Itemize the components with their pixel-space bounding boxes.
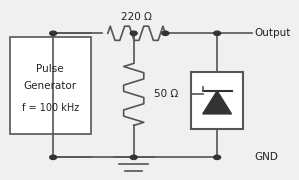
- Circle shape: [130, 155, 137, 159]
- Text: GND: GND: [254, 152, 278, 162]
- Polygon shape: [203, 91, 231, 114]
- Text: 220 Ω: 220 Ω: [121, 12, 152, 22]
- Text: Output: Output: [254, 28, 291, 38]
- Bar: [191, 72, 243, 129]
- Text: 50 Ω: 50 Ω: [154, 89, 178, 99]
- Circle shape: [50, 155, 57, 159]
- Text: Generator: Generator: [24, 82, 77, 91]
- Text: Pulse: Pulse: [36, 64, 64, 74]
- Text: f = 100 kHz: f = 100 kHz: [22, 103, 79, 113]
- Bar: [10, 37, 91, 134]
- Circle shape: [130, 31, 137, 35]
- Circle shape: [214, 31, 221, 35]
- Circle shape: [50, 31, 57, 35]
- Circle shape: [162, 31, 169, 35]
- Circle shape: [214, 155, 221, 159]
